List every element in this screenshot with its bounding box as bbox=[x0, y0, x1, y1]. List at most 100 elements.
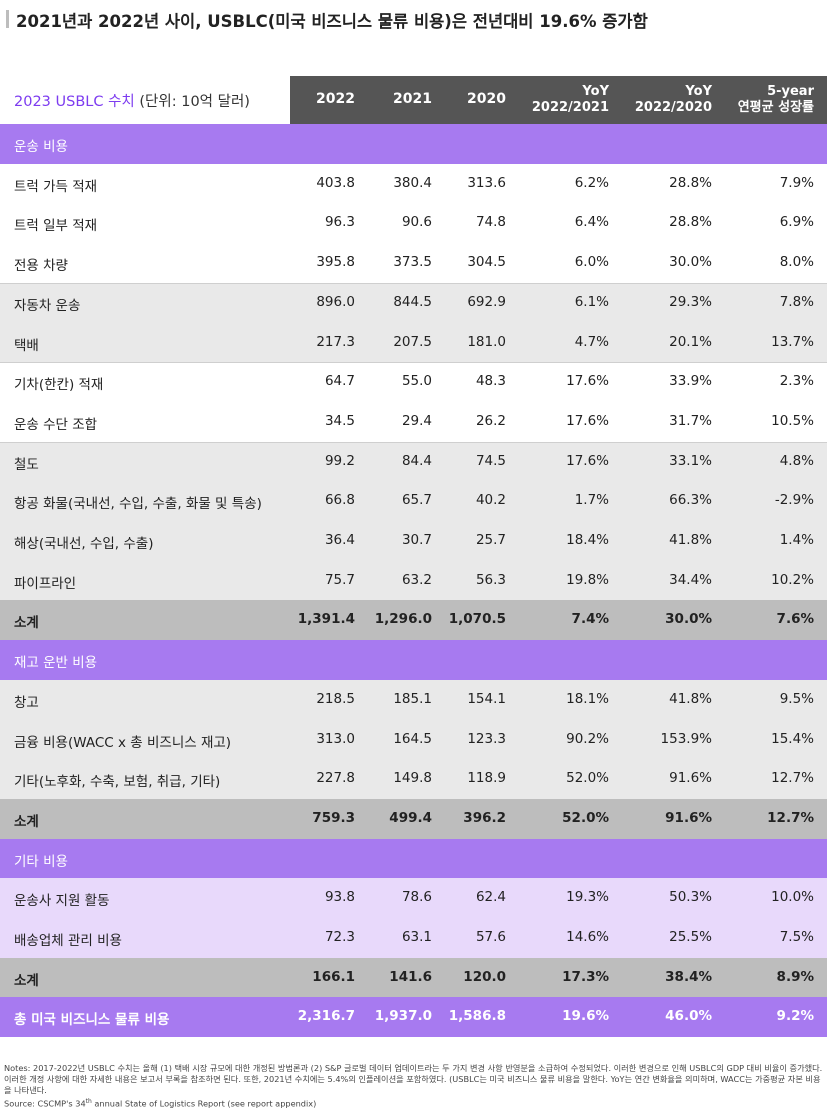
cell-value: 10.0% bbox=[771, 889, 814, 906]
table-row: 택배 217.3 207.5 181.0 4.7% 20.1% 13.7% bbox=[0, 322, 827, 363]
cell-value: 12.7% bbox=[767, 809, 814, 826]
row-divider bbox=[0, 441, 827, 443]
cell-value: 17.6% bbox=[566, 412, 609, 429]
row-label: 트럭 가득 적재 bbox=[14, 178, 98, 195]
cell-value: 164.5 bbox=[393, 730, 432, 747]
cell-value: 19.6% bbox=[562, 1008, 609, 1025]
section-header: 기타 비용 bbox=[0, 838, 827, 879]
cell-value: 29.4 bbox=[401, 412, 432, 429]
cell-value: 17.6% bbox=[566, 373, 609, 390]
cell-value: 7.9% bbox=[779, 174, 814, 191]
cell-value: 99.2 bbox=[324, 452, 355, 469]
cell-value: 7.4% bbox=[571, 611, 609, 628]
cell-value: 30.7 bbox=[401, 532, 432, 548]
cell-value: 34.4% bbox=[669, 571, 712, 588]
title-bar: 2021년과 2022년 사이, USBLC(미국 비즈니스 물류 비용)은 전… bbox=[0, 0, 827, 40]
cell-value: 30.0% bbox=[669, 254, 712, 271]
cell-value: 499.4 bbox=[389, 809, 432, 826]
cell-value: 34.5 bbox=[324, 412, 355, 429]
cell-value: 304.5 bbox=[467, 254, 506, 271]
footnotes: Notes: 2017-2022년 USBLC 수치는 올해 (1) 택배 시장… bbox=[4, 1063, 824, 1110]
cell-value: 56.3 bbox=[475, 571, 506, 588]
cell-value: -2.9% bbox=[774, 492, 814, 509]
column-header-2: 2020 bbox=[467, 91, 506, 108]
cell-value: 403.8 bbox=[316, 174, 355, 191]
cell-value: 9.5% bbox=[779, 690, 814, 707]
cell-value: 91.6% bbox=[665, 809, 712, 826]
cell-value: 218.5 bbox=[316, 690, 355, 707]
cell-value: 33.1% bbox=[669, 452, 712, 469]
row-label: 소계 bbox=[14, 615, 39, 632]
cell-value: 64.7 bbox=[324, 373, 355, 390]
cell-value: 13.7% bbox=[771, 333, 814, 350]
cell-value: 84.4 bbox=[401, 452, 432, 469]
section-header: 재고 운반 비용 bbox=[0, 640, 827, 681]
cell-value: 20.1% bbox=[669, 333, 712, 350]
table-row: 금융 비용(WACC x 총 비즈니스 재고) 313.0 164.5 123.3 90… bbox=[0, 719, 827, 760]
cell-value: 373.5 bbox=[393, 254, 432, 271]
column-header-4: YoY 2022/2020 bbox=[634, 83, 712, 115]
table-row: 항공 화물(국내선, 수입, 수출, 화물 및 특송) 66.8 65.7 40.2 1… bbox=[0, 481, 827, 522]
cell-value: 6.9% bbox=[779, 214, 814, 231]
cell-value: 1,070.5 bbox=[448, 611, 506, 628]
notes-text: Notes: 2017-2022년 USBLC 수치는 올해 (1) 택배 시장… bbox=[4, 1063, 823, 1095]
cell-value: 2.3% bbox=[779, 373, 814, 390]
cell-value: 149.8 bbox=[393, 770, 432, 787]
cell-value: 75.7 bbox=[324, 571, 355, 588]
cell-value: 14.6% bbox=[566, 929, 609, 945]
cell-value: 1,937.0 bbox=[374, 1008, 432, 1025]
source-line: Source: CSCMP's 34th annual State of Log… bbox=[4, 1098, 317, 1109]
title-marker bbox=[6, 10, 9, 28]
column-header-3: YoY 2022/2021 bbox=[531, 83, 609, 115]
cell-value: 181.0 bbox=[467, 333, 506, 350]
cell-value: 7.8% bbox=[779, 293, 814, 310]
row-label: 운송 비용 bbox=[14, 139, 68, 155]
cell-value: 28.8% bbox=[669, 214, 712, 231]
cell-value: 6.0% bbox=[574, 254, 609, 271]
cell-value: 4.8% bbox=[779, 452, 814, 469]
cell-value: 18.4% bbox=[566, 532, 609, 548]
table-row: 운송 수단 조합 34.5 29.4 26.2 17.6% 31.7% 10.5% bbox=[0, 401, 827, 442]
cell-value: 759.3 bbox=[312, 809, 355, 826]
column-header-1: 2021 bbox=[393, 91, 432, 108]
row-label: 기타 비용 bbox=[14, 853, 68, 870]
cell-value: 66.3% bbox=[669, 492, 712, 509]
table-row: 파이프라인 75.7 63.2 56.3 19.8% 34.4% 10.2% bbox=[0, 560, 827, 601]
cell-value: 29.3% bbox=[669, 293, 712, 310]
cell-value: 62.4 bbox=[475, 889, 506, 906]
cell-value: 96.3 bbox=[324, 214, 355, 231]
table-row: 운송사 지원 활동 93.8 78.6 62.4 19.3% 50.3% 10.0% bbox=[0, 878, 827, 919]
cell-value: 395.8 bbox=[316, 254, 355, 271]
cell-value: 207.5 bbox=[393, 333, 432, 350]
table-header: 2023 USBLC 수치 (단위: 10억 달러) 2022 2021 2020 Y… bbox=[0, 76, 827, 124]
cell-value: 166.1 bbox=[312, 968, 355, 985]
cell-value: 63.1 bbox=[401, 929, 432, 945]
cell-value: 9.2% bbox=[776, 1008, 814, 1025]
table-row: 배송업체 관리 비용 72.3 63.1 57.6 14.6% 25.5% 7.5% bbox=[0, 918, 827, 958]
cell-value: 28.8% bbox=[669, 174, 712, 191]
cell-value: 65.7 bbox=[401, 492, 432, 509]
cell-value: 123.3 bbox=[467, 730, 506, 747]
table-row: 기타(노후화, 수축, 보험, 취급, 기타) 227.8 149.8 118.9 52… bbox=[0, 759, 827, 800]
cell-value: 25.7 bbox=[475, 532, 506, 548]
cell-value: 50.3% bbox=[669, 889, 712, 906]
total-row: 총 미국 비즈니스 물류 비용 2,316.7 1,937.0 1,586.8 19.6… bbox=[0, 997, 827, 1038]
cell-value: 10.5% bbox=[771, 412, 814, 429]
cell-value: 8.9% bbox=[776, 968, 814, 985]
cell-value: 844.5 bbox=[393, 293, 432, 310]
cell-value: 31.7% bbox=[669, 412, 712, 429]
cell-value: 6.2% bbox=[574, 174, 609, 191]
column-header-0: 2022 bbox=[316, 91, 355, 108]
row-label: 자동차 운송 bbox=[14, 297, 81, 314]
subtotal-row: 소계 1,391.4 1,296.0 1,070.5 7.4% 30.0% 7.6% bbox=[0, 600, 827, 641]
cell-value: 48.3 bbox=[475, 373, 506, 390]
table-caption: 2023 USBLC 수치 (단위: 10억 달러) bbox=[0, 76, 290, 124]
cell-value: 10.2% bbox=[771, 571, 814, 588]
cell-value: 74.8 bbox=[475, 214, 506, 231]
subtotal-row: 소계 166.1 141.6 120.0 17.3% 38.4% 8.9% bbox=[0, 957, 827, 998]
header-columns: 2022 2021 2020 YoY 2022/2021 YoY 2022/2020 5-ye… bbox=[290, 76, 827, 124]
row-label: 소계 bbox=[14, 972, 39, 989]
cell-value: 72.3 bbox=[324, 929, 355, 945]
caption-unit: (단위: 10억 달러) bbox=[134, 94, 250, 110]
cell-value: 8.0% bbox=[779, 254, 814, 271]
